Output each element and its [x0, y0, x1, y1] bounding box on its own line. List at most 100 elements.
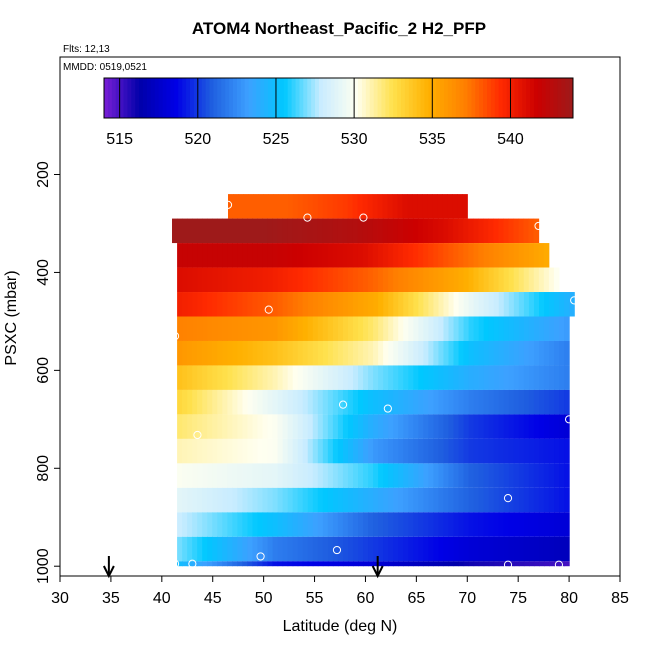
- colorbar-segment: [502, 78, 508, 118]
- heatmap-cell: [383, 365, 389, 390]
- heatmap-cell: [508, 463, 515, 488]
- heatmap-cell: [488, 365, 495, 390]
- heatmap-cell: [267, 389, 274, 415]
- heatmap-cell: [388, 316, 394, 341]
- heatmap-cell: [332, 389, 339, 415]
- heatmap-cell: [418, 463, 424, 488]
- heatmap-cell: [398, 292, 404, 317]
- heatmap-cell: [559, 512, 565, 537]
- heatmap-cell: [508, 536, 515, 562]
- colorbar-segment: [487, 78, 492, 118]
- heatmap-cell: [187, 243, 193, 268]
- heatmap-cell: [564, 414, 570, 439]
- heatmap-cell: [523, 243, 530, 268]
- heatmap-cell: [207, 316, 213, 341]
- heatmap-cell: [543, 536, 550, 562]
- heatmap-cell: [372, 218, 379, 244]
- heatmap-cell: [513, 267, 520, 293]
- heatmap-cell: [523, 218, 530, 244]
- heatmap-cell: [363, 536, 369, 562]
- heatmap-cell: [227, 340, 233, 366]
- heatmap-cell: [423, 414, 429, 439]
- heatmap-cell: [559, 438, 565, 464]
- heatmap-cell: [358, 340, 364, 366]
- heatmap-cell: [533, 292, 540, 317]
- heatmap-cell: [453, 438, 460, 464]
- heatmap-cell: [448, 243, 454, 268]
- heatmap-cell: [182, 512, 188, 537]
- heatmap-cell: [227, 267, 233, 293]
- heatmap-cell: [473, 487, 480, 513]
- x-axis: 30 35 40 45 50 55 60 65 70 75 80 85: [51, 576, 629, 607]
- heatmap-cell: [242, 463, 249, 488]
- heatmap-cell: [458, 267, 465, 293]
- heatmap-cell: [433, 561, 440, 567]
- colorbar-segment: [557, 78, 562, 118]
- heatmap-cell: [312, 463, 319, 488]
- heatmap-cell: [408, 414, 414, 439]
- heatmap-cell: [473, 463, 480, 488]
- heatmap-cell: [393, 487, 399, 513]
- heatmap-cell: [508, 389, 515, 415]
- sample-point: [193, 430, 202, 440]
- heatmap-cell: [222, 340, 228, 366]
- heatmap-cell: [493, 487, 500, 513]
- heatmap-cell: [302, 389, 309, 415]
- heatmap-cell: [317, 414, 324, 439]
- heatmap-cell: [292, 414, 299, 439]
- heatmap-cell: [523, 512, 530, 537]
- heatmap-cell: [217, 340, 223, 366]
- heatmap-cell: [332, 365, 339, 390]
- colorbar-segment: [338, 78, 343, 118]
- heatmap-cell: [247, 414, 254, 439]
- heatmap-cell: [192, 463, 198, 488]
- heatmap-cell: [398, 267, 404, 293]
- heatmap-cell: [468, 243, 474, 268]
- heatmap-cell: [302, 414, 309, 439]
- heatmap-cell: [423, 561, 429, 567]
- heatmap-cell: [508, 438, 515, 464]
- sample-point: [167, 200, 177, 209]
- heatmap-cell: [272, 512, 279, 537]
- heatmap-cell: [342, 218, 349, 244]
- heatmap-cell: [468, 487, 475, 513]
- heatmap-cell: [297, 194, 304, 219]
- heatmap-cell: [222, 365, 228, 390]
- heatmap-cell: [182, 487, 188, 513]
- heatmap-cell: [383, 536, 389, 562]
- heatmap-cell: [297, 438, 304, 464]
- colorbar-segment: [432, 78, 437, 118]
- heatmap-cell: [262, 292, 269, 317]
- heatmap-cell: [282, 536, 289, 562]
- heatmap-cell: [559, 561, 565, 567]
- sample-point: [503, 560, 513, 569]
- heatmap-cell: [277, 512, 284, 537]
- heatmap-cell: [222, 316, 228, 341]
- heatmap-cell: [483, 536, 490, 562]
- heatmap-cell: [418, 292, 424, 317]
- heatmap-cell: [388, 463, 394, 488]
- heatmap-cell: [473, 243, 480, 268]
- heatmap-cell: [473, 512, 480, 537]
- heatmap-cell: [383, 389, 389, 415]
- heatmap-cell: [262, 414, 269, 439]
- heatmap-cell: [498, 389, 505, 415]
- heatmap-cell: [373, 267, 379, 293]
- heatmap-cell: [488, 340, 495, 366]
- heatmap-cell: [247, 438, 254, 464]
- heatmap-cell: [342, 365, 349, 390]
- heatmap-cell: [538, 512, 545, 537]
- heatmap-cell: [473, 438, 480, 464]
- heatmap-cell: [282, 365, 289, 390]
- heatmap-cell: [483, 316, 490, 341]
- heatmap-cell: [302, 512, 309, 537]
- heatmap-cell: [468, 561, 475, 567]
- y-axis-label: PSXC (mbar): [3, 270, 20, 365]
- heatmap-cell: [559, 414, 565, 439]
- heatmap-cell: [252, 218, 258, 244]
- heatmap-cell: [337, 218, 344, 244]
- sample-point: [570, 296, 579, 305]
- heatmap-cell: [217, 365, 223, 390]
- heatmap-cell: [282, 438, 289, 464]
- heatmap-cell: [297, 463, 304, 488]
